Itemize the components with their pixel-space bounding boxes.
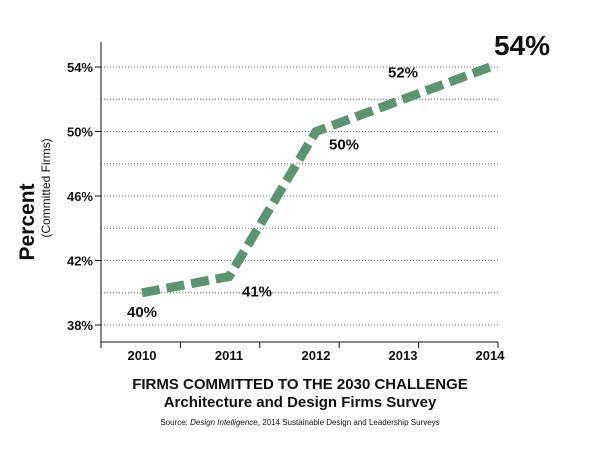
chart-subtitle: Architecture and Design Firms Survey (163, 394, 437, 411)
series-line (141, 62, 492, 298)
data-point (314, 130, 318, 134)
source-prefix: Source: (160, 418, 188, 427)
data-label: 50% (329, 137, 359, 154)
chart-title: FIRMS COMMITTED TO THE 2030 CHALLENGE (132, 376, 468, 393)
y-axis-sublabel: (Committed Firms) (39, 138, 53, 237)
source-rest: , 2014 Sustainable Design and Leadership… (257, 418, 440, 427)
chart-titles: FIRMS COMMITTED TO THE 2030 CHALLENGE Ar… (0, 376, 600, 427)
y-tick-label: 38% (67, 318, 93, 333)
x-tick-label: 2013 (389, 348, 418, 363)
source-note: Source: Design Intelligence, 2014 Sustai… (0, 418, 600, 427)
data-label: 40% (127, 304, 157, 321)
data-point (401, 97, 405, 101)
x-tick-label: 2010 (128, 348, 157, 363)
x-tick-label: 2014 (476, 348, 506, 363)
y-axis-label: Percent (16, 183, 39, 260)
y-tick-label: 50% (67, 125, 93, 140)
gridlines (101, 66, 498, 326)
data-point (140, 291, 144, 295)
data-point (227, 275, 231, 279)
data-point (488, 65, 492, 69)
data-points (140, 65, 492, 295)
data-labels: 40% 41% 50% 52% 54% (127, 30, 550, 321)
source-name: Design Intelligence (190, 418, 258, 427)
y-tick-label: 42% (67, 254, 93, 269)
x-tick-label: 2012 (302, 348, 331, 363)
x-tick-label: 2011 (215, 348, 243, 363)
x-axis: 2010 2011 2012 2013 2014 (100, 341, 506, 363)
data-label: 54% (494, 30, 550, 61)
data-label: 52% (388, 64, 418, 81)
data-label: 41% (242, 284, 272, 301)
y-tick-label: 54% (67, 60, 93, 75)
y-tick-label: 46% (67, 189, 93, 204)
y-axis: 38% 42% 46% 50% 54% (67, 60, 101, 333)
